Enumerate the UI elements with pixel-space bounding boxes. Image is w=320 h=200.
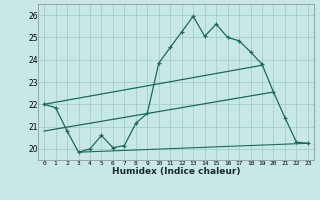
X-axis label: Humidex (Indice chaleur): Humidex (Indice chaleur) — [112, 167, 240, 176]
